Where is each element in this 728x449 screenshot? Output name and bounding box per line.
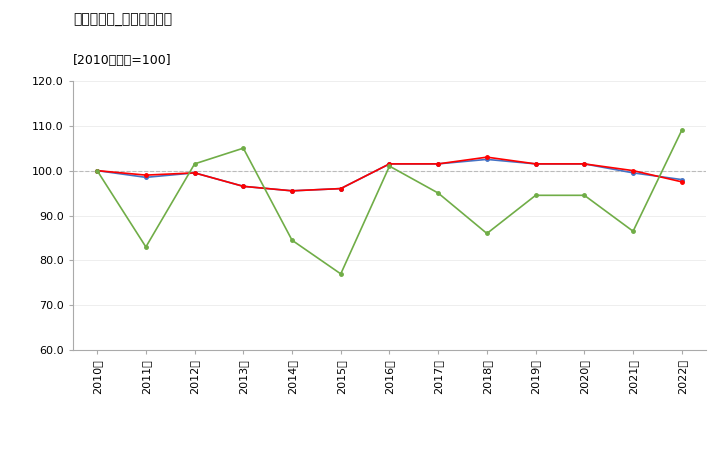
総実労働時間 xyxy=(385,161,394,167)
所定内労働時間 xyxy=(678,179,687,185)
総実労働時間 xyxy=(434,161,443,167)
総実労働時間 xyxy=(141,175,150,180)
Text: 常用労働者_パートタイム: 常用労働者_パートタイム xyxy=(73,13,172,27)
総実労働時間 xyxy=(92,168,101,173)
所定内労働時間 xyxy=(141,172,150,178)
所定外労働時間 xyxy=(385,163,394,169)
総実労働時間 xyxy=(336,186,345,191)
所定外労働時間 xyxy=(483,231,491,236)
所定外労働時間 xyxy=(580,193,589,198)
所定内労働時間 xyxy=(434,161,443,167)
所定外労働時間 xyxy=(629,229,638,234)
総実労働時間 xyxy=(483,157,491,162)
所定内労働時間 xyxy=(531,161,540,167)
総実労働時間 xyxy=(678,177,687,182)
所定外労働時間 xyxy=(141,244,150,250)
所定外労働時間 xyxy=(434,190,443,196)
総実労働時間 xyxy=(239,184,248,189)
Line: 所定外労働時間: 所定外労働時間 xyxy=(95,128,684,276)
所定内労働時間 xyxy=(580,161,589,167)
所定内労働時間 xyxy=(288,188,296,194)
所定内労働時間 xyxy=(336,186,345,191)
所定内労働時間 xyxy=(629,168,638,173)
所定内労働時間 xyxy=(190,170,199,176)
総実労働時間 xyxy=(531,161,540,167)
所定内労働時間 xyxy=(92,168,101,173)
総実労働時間 xyxy=(288,188,296,194)
総実労働時間 xyxy=(629,170,638,176)
所定外労働時間 xyxy=(678,128,687,133)
Line: 所定内労働時間: 所定内労働時間 xyxy=(95,155,684,193)
所定外労働時間 xyxy=(531,193,540,198)
所定外労働時間 xyxy=(190,161,199,167)
総実労働時間 xyxy=(580,161,589,167)
所定外労働時間 xyxy=(92,168,101,173)
Line: 総実労働時間: 総実労働時間 xyxy=(95,158,684,193)
所定外労働時間 xyxy=(239,145,248,151)
総実労働時間 xyxy=(190,170,199,176)
所定外労働時間 xyxy=(288,238,296,243)
所定内労働時間 xyxy=(385,161,394,167)
所定内労働時間 xyxy=(239,184,248,189)
Text: [2010年平均=100]: [2010年平均=100] xyxy=(73,54,171,67)
所定内労働時間 xyxy=(483,154,491,160)
所定外労働時間 xyxy=(336,271,345,277)
